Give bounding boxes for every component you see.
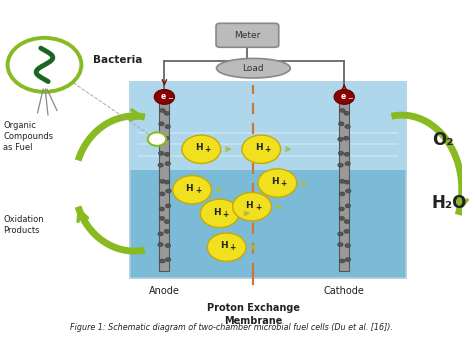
Text: Figure 1: Schematic diagram of two-chamber microbial fuel cells (Du et al. [16]): Figure 1: Schematic diagram of two-chamb… [70, 322, 392, 332]
Text: H: H [195, 143, 202, 153]
Circle shape [164, 136, 169, 140]
Circle shape [160, 179, 165, 183]
Text: H: H [255, 143, 262, 153]
Circle shape [339, 207, 345, 211]
Circle shape [165, 258, 171, 262]
Circle shape [164, 152, 170, 156]
Circle shape [164, 111, 170, 115]
Circle shape [344, 152, 350, 156]
Circle shape [160, 259, 165, 263]
Text: H₂O: H₂O [432, 194, 467, 212]
Circle shape [173, 176, 211, 204]
Text: e: e [340, 92, 346, 101]
Circle shape [344, 229, 349, 233]
Circle shape [164, 180, 170, 184]
Text: Load: Load [243, 64, 264, 73]
Circle shape [154, 89, 174, 104]
Circle shape [339, 192, 345, 196]
Circle shape [337, 232, 343, 236]
Bar [130, 82, 407, 278]
Circle shape [344, 220, 350, 224]
Circle shape [8, 38, 82, 92]
Circle shape [344, 111, 349, 115]
Text: Meter: Meter [234, 31, 261, 40]
Circle shape [345, 125, 350, 128]
Circle shape [346, 189, 351, 193]
Circle shape [339, 179, 345, 183]
Text: −: − [167, 96, 173, 102]
Bar [159, 102, 170, 271]
Circle shape [338, 122, 344, 126]
Circle shape [158, 163, 164, 167]
Text: Anode: Anode [149, 286, 180, 296]
Circle shape [158, 243, 163, 246]
Circle shape [207, 233, 246, 261]
Text: −: − [347, 96, 353, 102]
Circle shape [159, 122, 164, 126]
Circle shape [182, 135, 220, 163]
Text: Organic
Compounds
as Fuel: Organic Compounds as Fuel [3, 121, 53, 152]
Text: O₂: O₂ [432, 132, 453, 149]
Circle shape [165, 244, 171, 247]
Text: Cathode: Cathode [324, 286, 365, 296]
Circle shape [158, 137, 164, 141]
Circle shape [201, 199, 239, 227]
Circle shape [338, 163, 343, 167]
Text: +: + [280, 179, 286, 188]
Text: +: + [264, 145, 270, 155]
Circle shape [158, 151, 164, 155]
Text: Bacteria: Bacteria [93, 55, 142, 65]
Circle shape [158, 232, 164, 236]
Circle shape [159, 207, 164, 211]
Text: H: H [220, 241, 228, 250]
Circle shape [233, 193, 272, 221]
Text: H: H [213, 207, 221, 217]
Circle shape [339, 108, 345, 113]
Circle shape [165, 162, 171, 166]
Circle shape [345, 244, 350, 247]
Text: +: + [204, 145, 210, 155]
Text: H: H [246, 201, 253, 210]
Circle shape [242, 135, 281, 163]
Circle shape [345, 162, 350, 166]
Text: Oxidation
Products: Oxidation Products [3, 215, 44, 235]
Text: +: + [195, 186, 201, 195]
Circle shape [165, 204, 171, 208]
Circle shape [339, 216, 345, 220]
Text: e: e [160, 92, 165, 101]
Circle shape [165, 125, 171, 128]
Bar [130, 82, 407, 170]
Circle shape [337, 137, 343, 141]
Circle shape [337, 243, 343, 246]
Circle shape [339, 259, 345, 263]
Text: +: + [229, 243, 236, 252]
Ellipse shape [217, 58, 290, 78]
Circle shape [166, 189, 171, 193]
Text: H: H [185, 184, 193, 193]
Circle shape [160, 192, 165, 196]
Circle shape [164, 229, 170, 233]
Circle shape [159, 216, 165, 220]
Text: H: H [271, 177, 278, 186]
Bar [339, 102, 349, 271]
Circle shape [258, 169, 297, 197]
Circle shape [334, 89, 355, 104]
FancyBboxPatch shape [216, 23, 279, 47]
Text: +: + [255, 203, 261, 212]
Circle shape [338, 151, 344, 155]
Text: Proton Exchange
Membrane: Proton Exchange Membrane [207, 303, 300, 326]
Circle shape [344, 136, 349, 140]
Circle shape [148, 132, 166, 146]
Circle shape [345, 204, 351, 208]
Text: +: + [223, 210, 229, 219]
Circle shape [344, 180, 350, 184]
Circle shape [164, 220, 170, 224]
Circle shape [345, 258, 351, 262]
Circle shape [160, 108, 165, 113]
